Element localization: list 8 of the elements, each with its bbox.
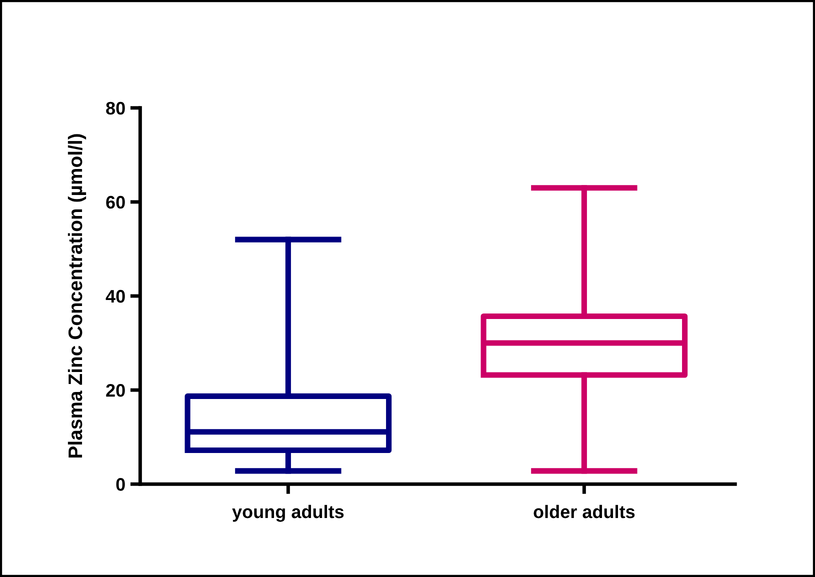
y-tick-label: 80 [106,102,125,115]
x-tick-label: young adults [232,504,344,522]
y-tick-label: 20 [106,384,125,397]
y-tick-label: 40 [106,290,125,303]
y-tick-label: 60 [106,196,125,209]
y-tick-label: 0 [116,478,125,491]
x-tick-label: older adults [534,504,635,518]
y-axis-title: Plasma Zinc Concentration (µmol/l) [68,134,86,458]
